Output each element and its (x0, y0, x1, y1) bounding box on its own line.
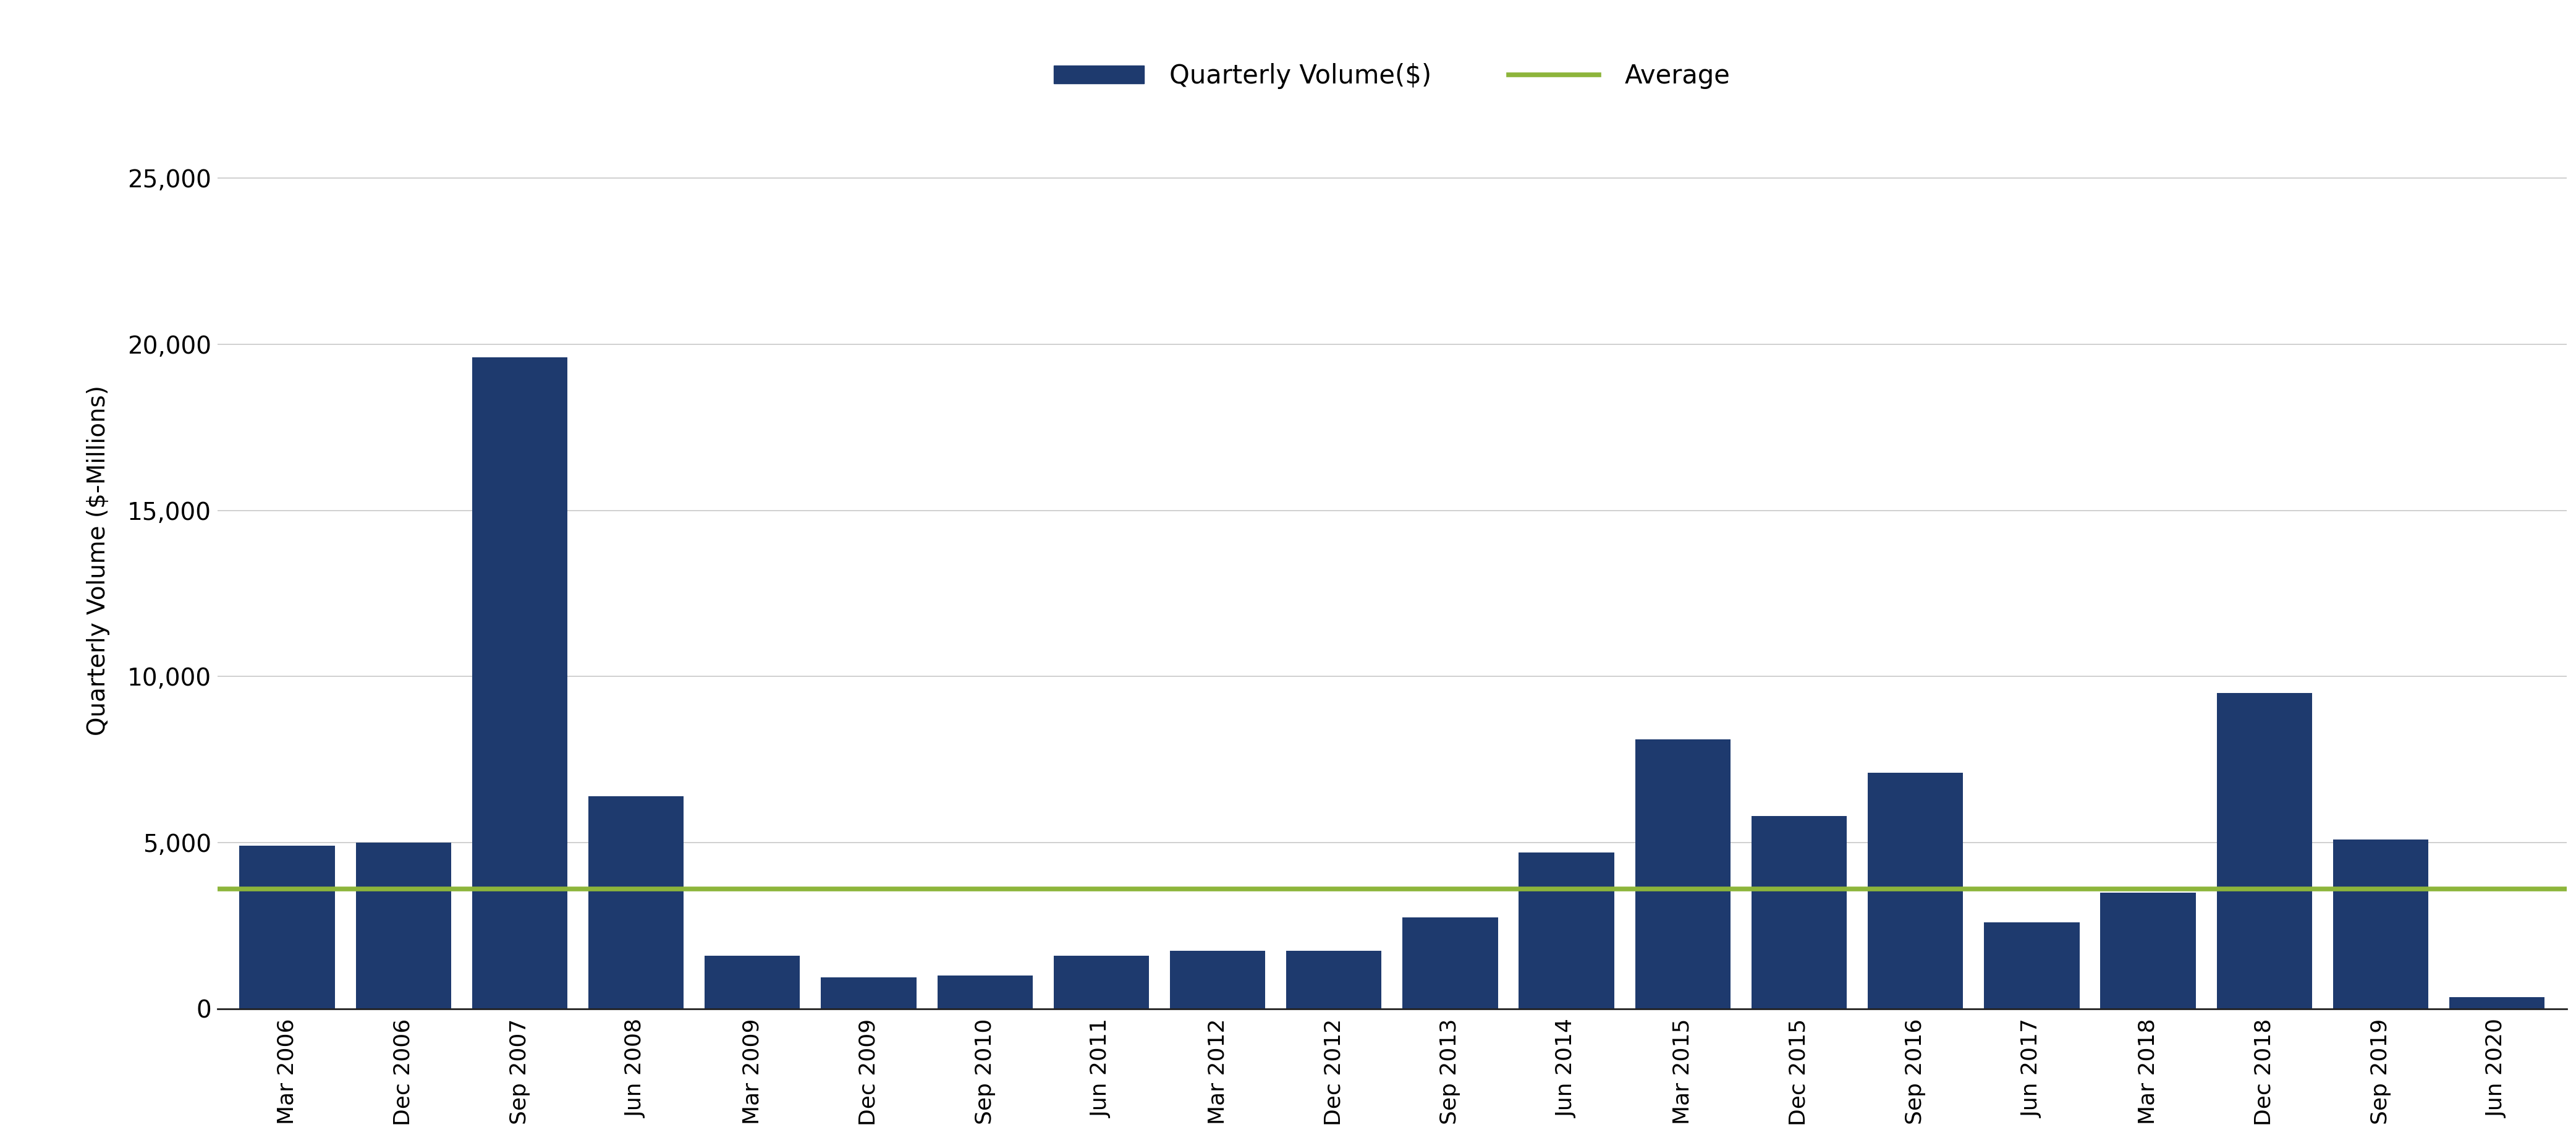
Bar (471, 358, 567, 1009)
Bar (1285, 950, 1381, 1009)
Bar (1054, 956, 1149, 1009)
Bar (1868, 773, 1963, 1009)
Bar (706, 956, 801, 1009)
Bar (2099, 892, 2195, 1009)
Bar (938, 975, 1033, 1009)
Bar (1520, 852, 1615, 1009)
Bar (1752, 816, 1847, 1009)
Bar (1636, 740, 1731, 1009)
Bar (587, 796, 683, 1009)
Bar (1401, 917, 1497, 1009)
Bar (355, 842, 451, 1009)
Bar (2334, 839, 2429, 1009)
Bar (2450, 997, 2545, 1009)
Bar (2215, 693, 2313, 1009)
Bar (1984, 923, 2079, 1009)
Bar (240, 846, 335, 1009)
Y-axis label: Quarterly Volume ($-Millions): Quarterly Volume ($-Millions) (88, 385, 111, 735)
Bar (822, 977, 917, 1009)
Legend: Quarterly Volume($), Average: Quarterly Volume($), Average (1043, 53, 1741, 100)
Bar (1170, 950, 1265, 1009)
